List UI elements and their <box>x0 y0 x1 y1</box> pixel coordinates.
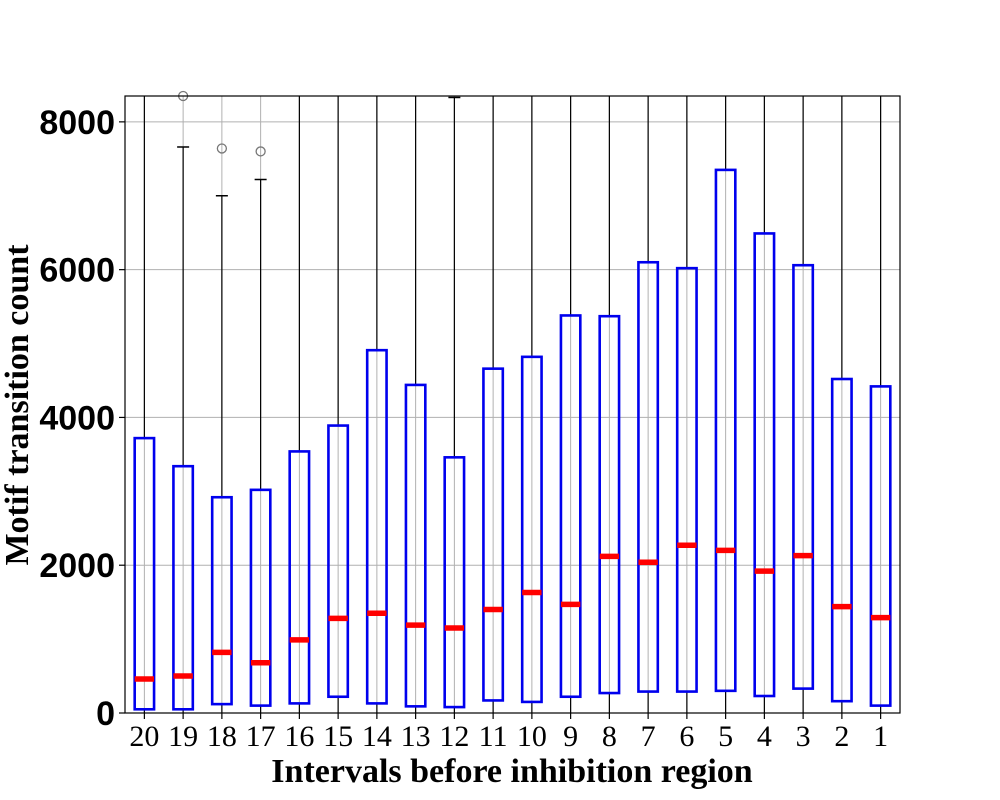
x-tick-label: 16 <box>284 720 314 753</box>
iqr-box <box>404 383 427 708</box>
y-tick-label: 0 <box>96 695 115 733</box>
outlier-point <box>255 146 266 157</box>
y-tick-label: 8000 <box>39 104 115 142</box>
iqr-box <box>520 355 543 704</box>
iqr-box <box>482 367 505 702</box>
x-tick-label: 1 <box>873 720 888 753</box>
iqr-box <box>327 424 350 699</box>
x-tick-label: 5 <box>718 720 733 753</box>
iqr-box <box>830 377 853 703</box>
x-tick-label: 18 <box>207 720 237 753</box>
x-tick-label: 19 <box>168 720 198 753</box>
iqr-box <box>249 488 272 707</box>
iqr-box <box>753 232 776 698</box>
iqr-box <box>869 385 892 707</box>
x-tick-label: 8 <box>602 720 617 753</box>
y-axis-ticks: 0 2000 4000 6000 8000 <box>39 104 125 733</box>
y-axis-label: Motif transition count <box>0 244 36 566</box>
y-tick-label: 6000 <box>39 252 115 290</box>
x-tick-label: 9 <box>563 720 578 753</box>
y-tick-label: 2000 <box>39 547 115 585</box>
x-tick-label: 2 <box>834 720 849 753</box>
x-tick-label: 7 <box>641 720 656 753</box>
medians <box>134 542 891 682</box>
iqr-box <box>675 266 698 693</box>
x-tick-label: 15 <box>323 720 353 753</box>
iqr-box <box>443 456 466 709</box>
x-tick-label: 6 <box>679 720 694 753</box>
x-tick-label: 13 <box>401 720 431 753</box>
x-tick-label: 20 <box>129 720 159 753</box>
iqr-box <box>288 450 311 705</box>
iqr-box <box>365 348 388 705</box>
x-tick-label: 11 <box>479 720 508 753</box>
iqr-box <box>172 464 195 711</box>
iqr-box <box>210 495 233 706</box>
x-axis-ticks: 20 19 18 17 16 15 14 13 12 11 10 9 8 7 6 5 4 3 2 1 <box>129 713 888 753</box>
iqr-box <box>133 436 156 711</box>
whiskers <box>143 96 882 713</box>
x-tick-label: 10 <box>517 720 547 753</box>
outlier-point <box>216 143 228 154</box>
x-tick-label: 17 <box>246 720 276 753</box>
x-tick-label: 14 <box>362 720 392 753</box>
x-tick-label: 4 <box>757 720 772 753</box>
iqr-box <box>637 260 660 693</box>
x-tick-label: 3 <box>796 720 811 753</box>
y-tick-label: 4000 <box>39 399 115 437</box>
grid-lines <box>125 96 900 714</box>
iqr-box <box>559 314 582 699</box>
boxes <box>133 168 892 711</box>
plot-frame <box>124 95 901 714</box>
x-axis-label: Intervals before inhibition region <box>271 753 752 790</box>
iqr-box <box>598 314 621 695</box>
x-tick-label: 12 <box>439 720 469 753</box>
iqr-box <box>792 263 815 690</box>
iqr-box <box>714 168 737 693</box>
